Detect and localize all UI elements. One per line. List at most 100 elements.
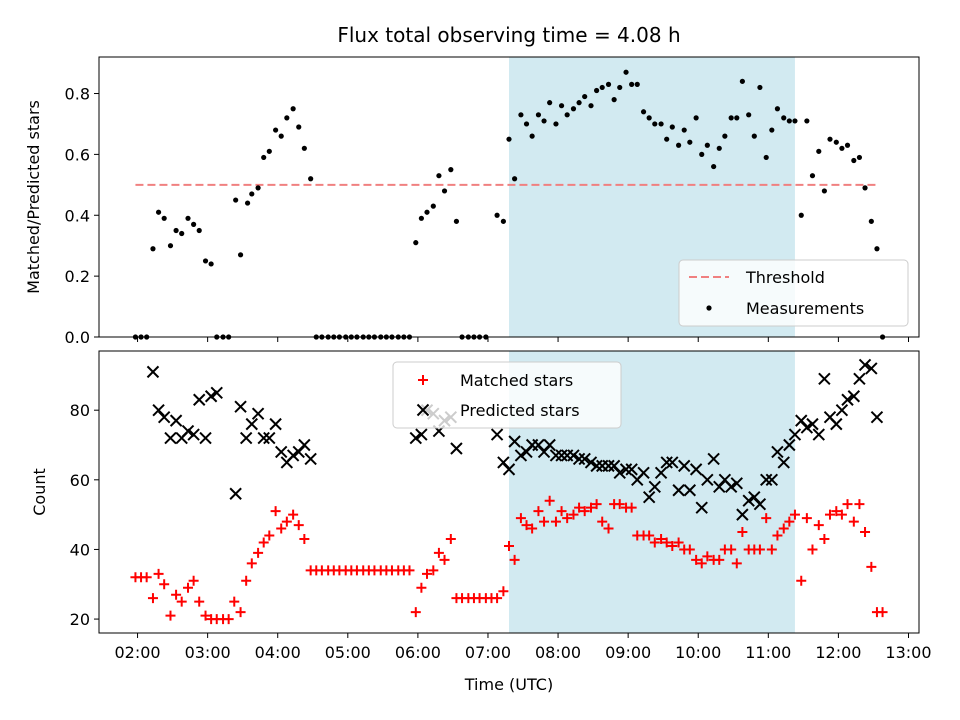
predicted-star-point bbox=[736, 508, 749, 521]
measurement-point bbox=[816, 148, 822, 154]
measurement-point bbox=[681, 127, 687, 133]
top-x-axis-ticks bbox=[137, 337, 909, 342]
predicted-star-point bbox=[164, 431, 177, 445]
matched-star-point bbox=[568, 509, 579, 520]
measurement-point bbox=[558, 103, 565, 109]
measurement-point bbox=[757, 84, 763, 91]
predicted-star-point bbox=[450, 442, 463, 455]
matched-star-point bbox=[562, 513, 573, 524]
predicted-star-point bbox=[567, 449, 580, 462]
legend-predicted-swatch bbox=[416, 403, 430, 417]
matched-star-point bbox=[854, 499, 865, 510]
matched-star-point bbox=[515, 513, 526, 524]
legend-measurements-swatch bbox=[706, 305, 712, 311]
predicted-star-point bbox=[269, 417, 282, 431]
matched-star-point bbox=[433, 547, 444, 558]
legend-measurements-label: Measurements bbox=[746, 299, 864, 318]
top-y-tick-label: 0.4 bbox=[65, 206, 90, 225]
predicted-star-point bbox=[584, 456, 598, 469]
measurement-point bbox=[237, 252, 244, 258]
measurement-point bbox=[535, 112, 542, 118]
bottom-legend-box bbox=[392, 361, 622, 429]
matched-star-point bbox=[556, 506, 567, 517]
measurement-point bbox=[453, 218, 460, 224]
measurement-point bbox=[273, 127, 279, 133]
measurement-point bbox=[804, 118, 810, 124]
matched-star-point bbox=[229, 596, 240, 607]
matched-star-point bbox=[539, 516, 550, 527]
measurement-point bbox=[296, 124, 302, 130]
matched-star-point bbox=[165, 610, 176, 621]
measurement-point bbox=[576, 100, 582, 106]
measurement-point bbox=[874, 246, 880, 252]
matched-star-point bbox=[159, 579, 170, 590]
predicted-star-point bbox=[263, 431, 276, 445]
matched-star-point bbox=[527, 523, 538, 534]
matched-star-point bbox=[761, 513, 772, 524]
measurement-point bbox=[173, 227, 179, 234]
matched-star-point bbox=[726, 544, 737, 555]
predicted-star-point bbox=[572, 452, 586, 466]
predicted-star-point bbox=[578, 452, 591, 466]
top-legend-box bbox=[678, 259, 909, 327]
measurement-point bbox=[716, 145, 722, 151]
predicted-star-point bbox=[304, 452, 317, 466]
matched-star-point bbox=[416, 582, 427, 593]
predicted-star-point bbox=[637, 466, 650, 480]
x-tick-label: 03:00 bbox=[185, 643, 231, 662]
matched-star-point bbox=[626, 502, 637, 513]
predicted-star-point bbox=[830, 417, 843, 431]
predicted-star-point bbox=[157, 410, 171, 424]
predicted-star-point bbox=[602, 459, 615, 473]
predicted-star-point bbox=[245, 417, 258, 431]
predicted-star-point bbox=[847, 390, 861, 403]
measurement-point bbox=[809, 173, 816, 179]
predicted-star-point bbox=[678, 459, 691, 473]
predicted-star-point bbox=[707, 452, 720, 466]
bottom-y-tick-label: 60 bbox=[70, 471, 90, 490]
chart-title: Flux total observing time = 4.08 h bbox=[337, 23, 680, 47]
matched-star-point bbox=[574, 502, 585, 513]
predicted-star-point bbox=[298, 438, 311, 452]
predicted-star-point bbox=[239, 431, 253, 445]
measurement-point bbox=[529, 133, 535, 139]
predicted-star-point bbox=[415, 428, 428, 441]
predicted-star-point bbox=[508, 435, 521, 448]
legend-matched-swatch bbox=[418, 375, 428, 385]
predicted-star-point bbox=[841, 393, 854, 406]
matched-star-point bbox=[422, 568, 432, 579]
measurement-point bbox=[646, 115, 652, 121]
measurement-point bbox=[191, 221, 197, 227]
measurement-point bbox=[751, 133, 757, 139]
matched-star-point bbox=[223, 614, 234, 625]
predicted-star-point bbox=[806, 417, 819, 431]
matched-star-point bbox=[819, 534, 830, 544]
predicted-star-point bbox=[788, 428, 802, 441]
matched-star-point bbox=[848, 516, 859, 527]
predicted-star-point bbox=[251, 407, 265, 420]
measurement-point bbox=[500, 218, 506, 224]
predicted-star-point bbox=[695, 501, 708, 514]
matched-star-point bbox=[276, 523, 287, 534]
measurement-point bbox=[541, 118, 547, 124]
x-tick-label: 10:00 bbox=[675, 643, 721, 662]
bottom-y-tick-label: 20 bbox=[70, 610, 90, 629]
matched-star-point bbox=[831, 506, 842, 517]
measurement-point bbox=[441, 188, 448, 194]
matched-star-point bbox=[772, 530, 783, 541]
bottom-axes-frame bbox=[98, 350, 920, 634]
matched-star-point bbox=[691, 554, 702, 565]
measurement-point bbox=[868, 218, 874, 224]
matched-star-point bbox=[597, 516, 608, 527]
measurement-point bbox=[623, 69, 629, 75]
matched-star-point bbox=[153, 568, 164, 579]
matched-star-point bbox=[667, 540, 678, 551]
predicted-star-point bbox=[666, 456, 679, 469]
x-tick-label: 11:00 bbox=[745, 643, 791, 662]
matched-star-point bbox=[253, 547, 264, 558]
measurement-point bbox=[634, 81, 640, 87]
legend-threshold-label: Threshold bbox=[745, 268, 825, 287]
measurement-point bbox=[676, 142, 682, 148]
measurement-point bbox=[821, 188, 827, 194]
